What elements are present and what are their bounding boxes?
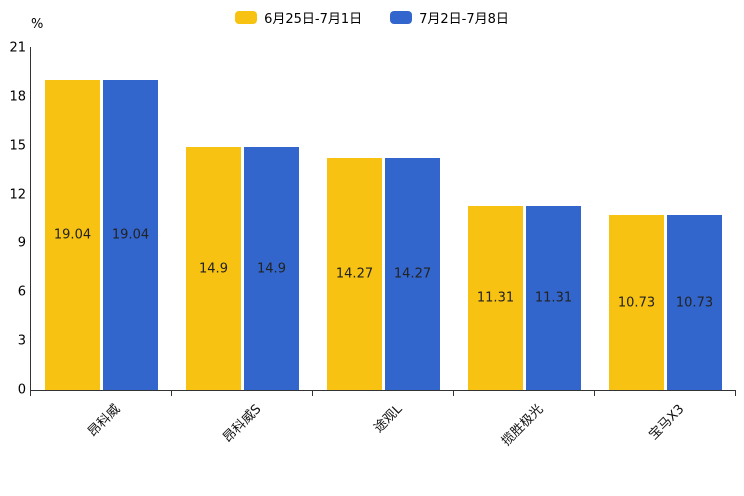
- legend: 6月25日-7月1日 7月2日-7月8日: [0, 8, 744, 27]
- x-axis-tick-mark: [171, 391, 172, 396]
- bar-value-label: 10.73: [675, 295, 714, 311]
- x-axis-tick-mark: [735, 391, 736, 396]
- bar-group: 14.27 14.27: [327, 157, 440, 390]
- x-axis-category-label: 途观L: [370, 401, 405, 436]
- x-axis-category-label: 揽胜极光: [498, 401, 546, 450]
- bar-group: 10.73 10.73: [609, 215, 722, 390]
- plot-area: 19.04 19.04 14.9 14.9 14.27 14.27 11.31 11.31 10…: [31, 48, 736, 390]
- y-axis-tick-label: 3: [17, 333, 26, 349]
- bar[interactable]: 14.9: [244, 147, 299, 390]
- y-axis-tick-label: 18: [9, 89, 26, 105]
- bar-group: 19.04 19.04: [45, 79, 158, 390]
- bar-value-label: 14.27: [393, 266, 432, 282]
- x-axis-category-label: 昂科威S: [219, 401, 264, 446]
- bar-group: 11.31 11.31: [468, 205, 581, 390]
- y-axis-tick-label: 9: [17, 235, 26, 251]
- y-axis-tick-label: 12: [9, 187, 26, 203]
- legend-swatch-icon: [235, 11, 258, 24]
- bar-value-label: 11.31: [476, 290, 515, 306]
- y-axis-unit-label: %: [31, 17, 44, 32]
- y-axis-tick-label: 0: [17, 382, 26, 398]
- bar[interactable]: 10.73: [609, 215, 664, 390]
- bar-value-label: 14.9: [257, 261, 286, 277]
- bar-value-label: 11.31: [534, 290, 573, 306]
- y-axis-tick-label: 6: [17, 284, 26, 300]
- bar-value-label: 14.9: [199, 261, 228, 277]
- y-axis-tick-label: 15: [9, 138, 26, 154]
- x-axis-tick-mark: [594, 391, 595, 396]
- legend-label: 6月25日-7月1日: [264, 12, 363, 27]
- y-axis-line: [30, 47, 31, 391]
- bar-value-label: 19.04: [53, 227, 92, 243]
- bar[interactable]: 19.04: [45, 79, 100, 390]
- y-axis-tick-label: 21: [9, 40, 26, 56]
- legend-item[interactable]: 7月2日-7月8日: [390, 8, 509, 27]
- bar[interactable]: 11.31: [526, 205, 581, 390]
- bar-group: 14.9 14.9: [186, 147, 299, 390]
- legend-swatch-icon: [390, 11, 413, 24]
- bar[interactable]: 14.27: [327, 157, 382, 390]
- bar[interactable]: 10.73: [667, 215, 722, 390]
- bar-value-label: 19.04: [111, 227, 150, 243]
- x-axis-line: [30, 390, 736, 391]
- x-axis-tick-mark: [30, 391, 31, 396]
- legend-label: 7月2日-7月8日: [419, 12, 509, 27]
- bar-value-label: 14.27: [335, 266, 374, 282]
- legend-item[interactable]: 6月25日-7月1日: [235, 8, 362, 27]
- x-axis-category-label: 昂科威: [84, 401, 123, 441]
- x-axis-tick-mark: [312, 391, 313, 396]
- x-axis-category-label: 宝马X3: [645, 401, 687, 443]
- bar[interactable]: 19.04: [103, 79, 158, 390]
- bar-value-label: 10.73: [617, 295, 656, 311]
- bar[interactable]: 14.9: [186, 147, 241, 390]
- x-axis-tick-mark: [453, 391, 454, 396]
- bar[interactable]: 14.27: [385, 157, 440, 390]
- bar[interactable]: 11.31: [468, 205, 523, 390]
